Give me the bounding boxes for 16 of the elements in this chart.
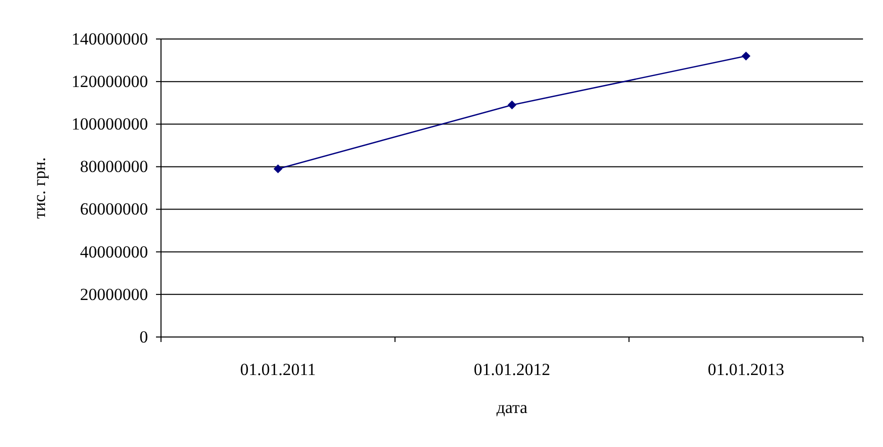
y-tick-label: 120000000 [72,72,148,92]
y-tick-label: 40000000 [80,242,148,262]
x-axis-title: дата [496,398,528,417]
x-tick-label: 01.01.2011 [240,360,316,379]
y-tick-label: 140000000 [72,29,148,48]
point [274,164,282,174]
y-tick-label: 0 [140,327,148,346]
y-tick-label: 60000000 [80,200,148,219]
y-tick-label: 100000000 [72,114,148,134]
x-tick-label: 01.01.2013 [708,360,784,379]
y-tick-label: 20000000 [80,284,148,304]
y-axis-title: тис. грн. [30,157,49,219]
point [508,100,516,110]
point [742,52,750,60]
y-tick-label: 80000000 [80,157,148,176]
x-tick-label: 01.01.2012 [474,360,550,379]
